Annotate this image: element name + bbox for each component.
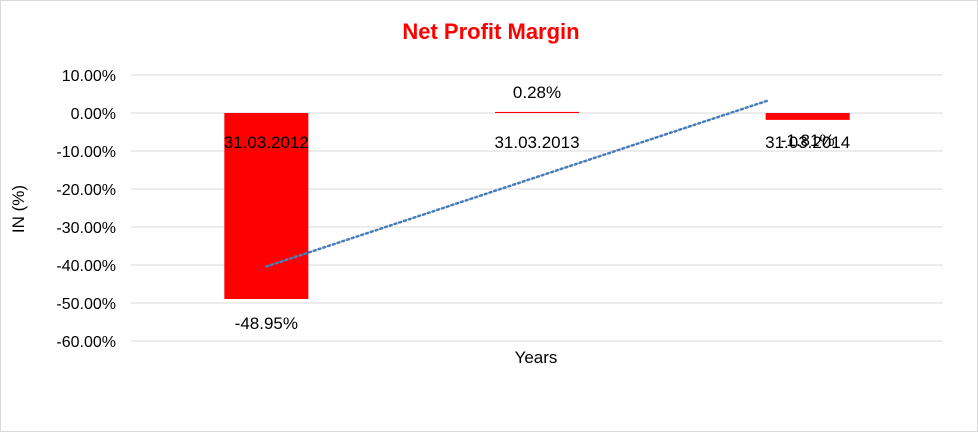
- trendline-group: [265, 99, 769, 268]
- chart-title: Net Profit Margin: [402, 19, 579, 44]
- y-tick-label: -50.00%: [56, 296, 116, 313]
- y-tick-label: -10.00%: [56, 144, 116, 161]
- y-axis-label: IN (%): [9, 185, 28, 233]
- bars: [224, 111, 850, 300]
- data-labels: -48.95% 0.28% -1.81%: [235, 83, 835, 333]
- data-label: -48.95%: [235, 314, 298, 333]
- bar: [224, 113, 309, 300]
- bar: [765, 113, 850, 120]
- bar: [495, 111, 579, 113]
- y-tick-label: -40.00%: [56, 258, 116, 275]
- y-tick-label: 10.00%: [62, 68, 116, 85]
- x-axis-label: Years: [515, 348, 558, 367]
- y-tick-label: 0.00%: [71, 106, 116, 123]
- data-label: -1.81%: [781, 131, 835, 150]
- y-tick-label: -20.00%: [56, 182, 116, 199]
- data-label: 0.28%: [513, 83, 561, 102]
- y-tick-labels: 10.00% 0.00% -10.00% -20.00% -30.00% -40.00% -…: [56, 68, 116, 351]
- category-labels: 31.03.2012 31.03.2013 31.03.2014: [224, 133, 850, 152]
- category-label: 31.03.2012: [224, 133, 309, 152]
- y-tick-label: -60.00%: [56, 334, 116, 351]
- y-tick-label: -30.00%: [56, 220, 116, 237]
- category-label: 31.03.2014: [765, 133, 850, 152]
- category-label: 31.03.2013: [494, 133, 579, 152]
- trendline: [265, 99, 769, 268]
